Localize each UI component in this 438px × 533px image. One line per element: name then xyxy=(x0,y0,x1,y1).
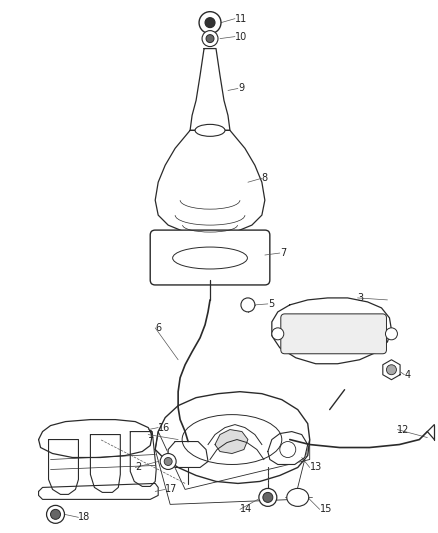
Circle shape xyxy=(205,18,215,28)
Text: 10: 10 xyxy=(235,31,247,42)
Circle shape xyxy=(160,454,176,470)
Text: 18: 18 xyxy=(78,512,91,522)
Text: 8: 8 xyxy=(262,173,268,183)
Circle shape xyxy=(202,30,218,46)
Circle shape xyxy=(385,328,397,340)
Circle shape xyxy=(46,505,64,523)
Text: 11: 11 xyxy=(235,14,247,23)
Polygon shape xyxy=(268,432,308,464)
Text: 9: 9 xyxy=(238,84,244,93)
Polygon shape xyxy=(272,298,392,364)
Circle shape xyxy=(206,35,214,43)
Text: 16: 16 xyxy=(158,423,170,433)
Text: 2: 2 xyxy=(135,463,141,472)
Text: 13: 13 xyxy=(310,463,322,472)
Polygon shape xyxy=(383,360,400,379)
FancyBboxPatch shape xyxy=(150,230,270,285)
Polygon shape xyxy=(215,430,248,454)
Circle shape xyxy=(272,328,284,340)
Circle shape xyxy=(199,12,221,34)
Circle shape xyxy=(263,492,273,503)
Text: 7: 7 xyxy=(280,248,286,258)
Text: 14: 14 xyxy=(240,504,252,514)
Circle shape xyxy=(386,365,396,375)
Polygon shape xyxy=(49,440,78,495)
Text: 15: 15 xyxy=(320,504,332,514)
Text: 12: 12 xyxy=(397,425,410,434)
Text: 6: 6 xyxy=(155,323,161,333)
FancyBboxPatch shape xyxy=(281,314,386,354)
Polygon shape xyxy=(39,483,158,499)
Text: 5: 5 xyxy=(268,299,274,309)
Polygon shape xyxy=(90,434,120,492)
Text: 17: 17 xyxy=(165,484,177,495)
Circle shape xyxy=(164,457,172,465)
Circle shape xyxy=(241,298,255,312)
Ellipse shape xyxy=(287,488,309,506)
Polygon shape xyxy=(39,419,152,457)
Text: 3: 3 xyxy=(357,293,364,303)
Circle shape xyxy=(259,488,277,506)
Polygon shape xyxy=(155,392,310,483)
Polygon shape xyxy=(130,432,156,487)
Polygon shape xyxy=(168,441,208,467)
Polygon shape xyxy=(155,131,265,235)
Text: 1: 1 xyxy=(148,430,154,440)
Polygon shape xyxy=(190,49,230,131)
Circle shape xyxy=(50,510,60,519)
Ellipse shape xyxy=(195,124,225,136)
Text: 4: 4 xyxy=(404,370,410,379)
